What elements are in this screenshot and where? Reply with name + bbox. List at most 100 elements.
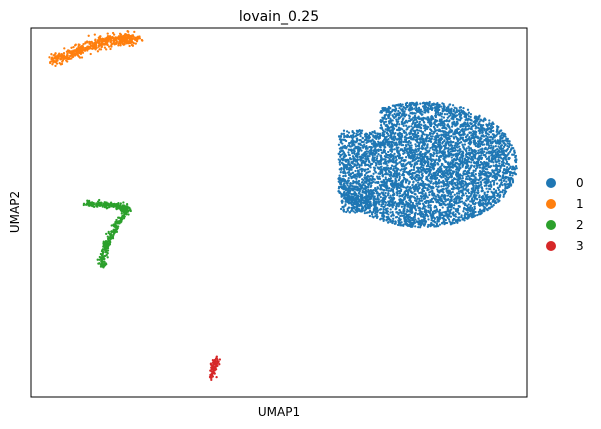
point-cluster-0 <box>420 220 423 223</box>
point-cluster-0 <box>476 213 479 217</box>
point-cluster-0 <box>434 145 437 148</box>
point-cluster-0 <box>369 146 373 149</box>
point-cluster-0 <box>502 135 505 138</box>
point-cluster-0 <box>485 157 489 161</box>
point-cluster-0 <box>456 185 459 188</box>
point-cluster-0 <box>421 172 424 175</box>
point-cluster-0 <box>500 160 504 164</box>
point-cluster-0 <box>441 163 444 166</box>
point-cluster-0 <box>451 190 454 194</box>
point-cluster-0 <box>418 191 421 195</box>
point-cluster-0 <box>408 202 411 206</box>
point-cluster-0 <box>474 169 477 172</box>
point-cluster-0 <box>387 213 390 216</box>
point-cluster-0 <box>439 105 443 108</box>
point-cluster-0 <box>436 198 439 202</box>
point-cluster-0 <box>360 167 363 171</box>
point-cluster-0 <box>446 106 450 109</box>
point-cluster-0 <box>466 163 469 166</box>
point-cluster-0 <box>379 148 382 152</box>
point-cluster-0 <box>444 136 447 139</box>
point-cluster-0 <box>401 103 404 106</box>
point-cluster-0 <box>387 192 390 195</box>
point-cluster-0 <box>382 210 385 213</box>
point-cluster-0 <box>395 170 398 173</box>
point-cluster-0 <box>511 174 514 177</box>
point-cluster-0 <box>481 131 484 134</box>
point-cluster-0 <box>430 160 433 163</box>
point-cluster-0 <box>342 151 346 154</box>
point-cluster-0 <box>430 130 433 133</box>
point-cluster-0 <box>456 209 460 212</box>
point-cluster-0 <box>491 125 495 129</box>
point-cluster-0 <box>463 184 466 187</box>
point-cluster-0 <box>384 176 387 179</box>
point-cluster-0 <box>364 181 368 184</box>
point-cluster-0 <box>391 145 394 148</box>
point-cluster-0 <box>462 145 465 148</box>
point-cluster-0 <box>495 177 498 180</box>
point-cluster-0 <box>481 194 485 198</box>
point-cluster-0 <box>477 152 480 155</box>
point-cluster-0 <box>474 214 477 217</box>
point-cluster-0 <box>455 199 458 202</box>
point-cluster-0 <box>397 120 400 123</box>
point-cluster-0 <box>447 206 450 209</box>
point-cluster-0 <box>386 109 389 112</box>
point-cluster-0 <box>474 133 477 136</box>
point-cluster-0 <box>392 168 395 172</box>
point-cluster-0 <box>466 182 470 186</box>
point-cluster-0 <box>406 196 409 199</box>
point-cluster-0 <box>398 218 402 221</box>
point-cluster-0 <box>400 185 404 188</box>
point-cluster-0 <box>509 182 512 185</box>
point-cluster-0 <box>476 161 479 165</box>
point-cluster-0 <box>509 148 513 151</box>
point-cluster-0 <box>455 145 458 149</box>
point-cluster-0 <box>499 183 503 186</box>
point-cluster-0 <box>450 203 453 206</box>
point-cluster-0 <box>433 131 436 134</box>
point-cluster-0 <box>461 143 464 146</box>
point-cluster-0 <box>374 164 378 167</box>
point-cluster-0 <box>363 145 366 148</box>
point-cluster-0 <box>508 185 511 189</box>
point-cluster-0 <box>378 163 381 166</box>
point-cluster-0 <box>417 217 420 220</box>
point-cluster-0 <box>504 143 507 146</box>
point-cluster-0 <box>441 216 444 220</box>
point-cluster-0 <box>461 123 464 126</box>
point-cluster-0 <box>419 199 423 202</box>
point-cluster-0 <box>508 143 512 147</box>
point-cluster-0 <box>448 119 451 122</box>
point-cluster-0 <box>459 111 462 114</box>
point-cluster-0 <box>471 124 475 127</box>
point-cluster-0 <box>398 173 401 176</box>
point-cluster-0 <box>404 135 407 139</box>
point-cluster-0 <box>422 137 425 141</box>
point-cluster-0 <box>366 167 370 171</box>
point-cluster-0 <box>374 145 377 149</box>
point-cluster-0 <box>402 152 405 155</box>
point-cluster-0 <box>463 188 466 191</box>
point-cluster-0 <box>340 158 343 161</box>
point-cluster-0 <box>421 191 424 194</box>
point-cluster-0 <box>421 155 424 158</box>
point-cluster-0 <box>432 182 435 185</box>
point-cluster-0 <box>433 160 436 163</box>
point-cluster-0 <box>392 217 395 220</box>
point-cluster-0 <box>350 148 353 151</box>
point-cluster-0 <box>412 120 415 124</box>
point-cluster-0 <box>451 144 454 148</box>
point-cluster-0 <box>452 204 456 207</box>
point-cluster-0 <box>458 176 462 179</box>
point-cluster-0 <box>453 149 457 152</box>
point-cluster-0 <box>349 184 352 187</box>
point-cluster-0 <box>502 142 505 145</box>
point-cluster-0 <box>505 175 508 179</box>
point-cluster-0 <box>482 118 486 121</box>
point-cluster-0 <box>507 163 511 166</box>
point-cluster-0 <box>402 208 405 211</box>
point-cluster-0 <box>351 155 355 158</box>
point-cluster-0 <box>474 197 477 200</box>
